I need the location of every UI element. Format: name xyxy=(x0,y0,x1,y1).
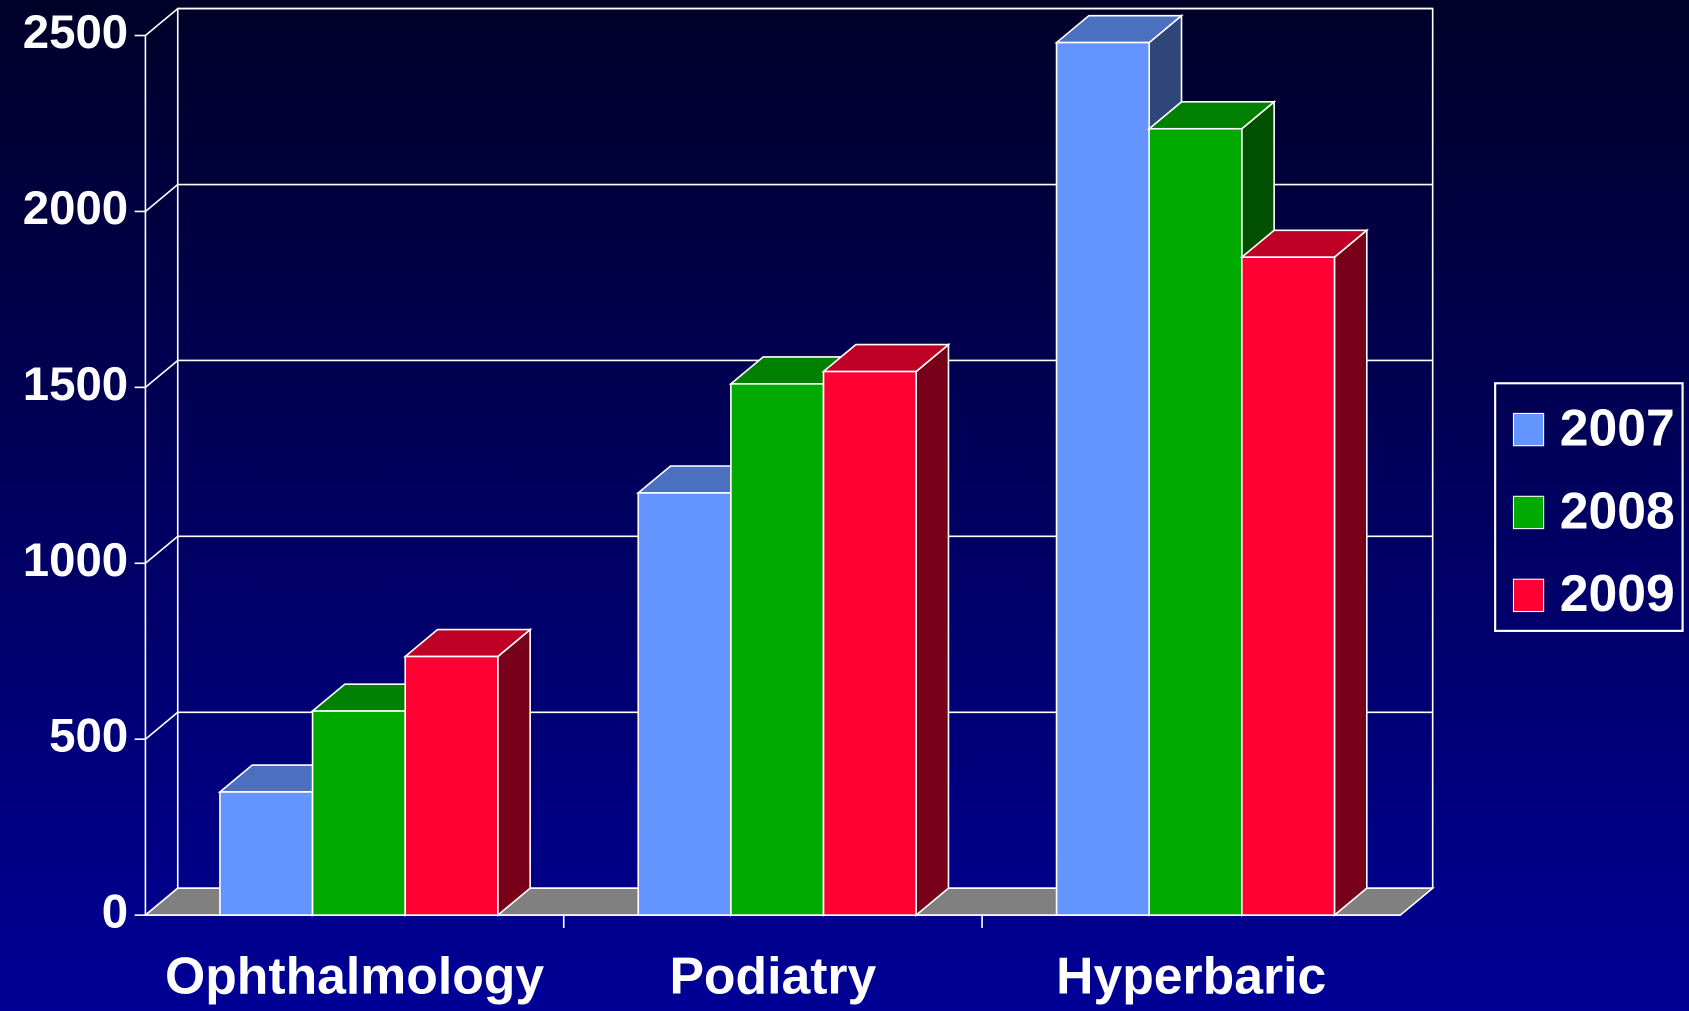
plot-area: 0 500 1000 1500 2000 2500 Ophthalmology Podiatr… xyxy=(23,6,1684,1004)
grid-line-side xyxy=(144,359,179,388)
y-tick-label: 2500 xyxy=(23,6,128,59)
bar-side xyxy=(1333,228,1368,917)
legend-swatch xyxy=(1512,495,1545,530)
bar xyxy=(822,370,917,916)
legend-label: 2009 xyxy=(1560,564,1675,622)
x-tick-label: Hyperbaric xyxy=(1056,946,1326,1004)
legend-swatch xyxy=(1512,578,1545,613)
grid-line-side xyxy=(144,711,179,740)
bar xyxy=(1241,256,1336,916)
bar xyxy=(1055,41,1151,916)
bar xyxy=(637,492,732,916)
bar-side xyxy=(497,627,531,917)
grid-line-side xyxy=(144,183,179,213)
y-tick-label: 2000 xyxy=(23,182,128,235)
y-tick-label: 0 xyxy=(102,886,128,939)
x-tick-label: Podiatry xyxy=(669,946,876,1004)
grid-line-side xyxy=(144,7,179,37)
bar xyxy=(1148,127,1243,916)
y-tick-label: 1000 xyxy=(23,534,128,587)
bar-side xyxy=(915,342,950,917)
legend-swatch xyxy=(1512,412,1545,447)
y-tick-label: 500 xyxy=(49,710,128,763)
bar xyxy=(219,791,314,916)
legend-label: 2008 xyxy=(1560,481,1675,539)
legend-box xyxy=(1494,382,1684,632)
bar xyxy=(404,655,499,916)
legend-label: 2007 xyxy=(1560,398,1675,456)
x-tick-label: Ophthalmology xyxy=(165,946,544,1004)
bar xyxy=(730,383,825,916)
bar xyxy=(311,710,407,916)
y-tick-label: 1500 xyxy=(23,358,128,411)
grid-line-side xyxy=(144,535,179,564)
